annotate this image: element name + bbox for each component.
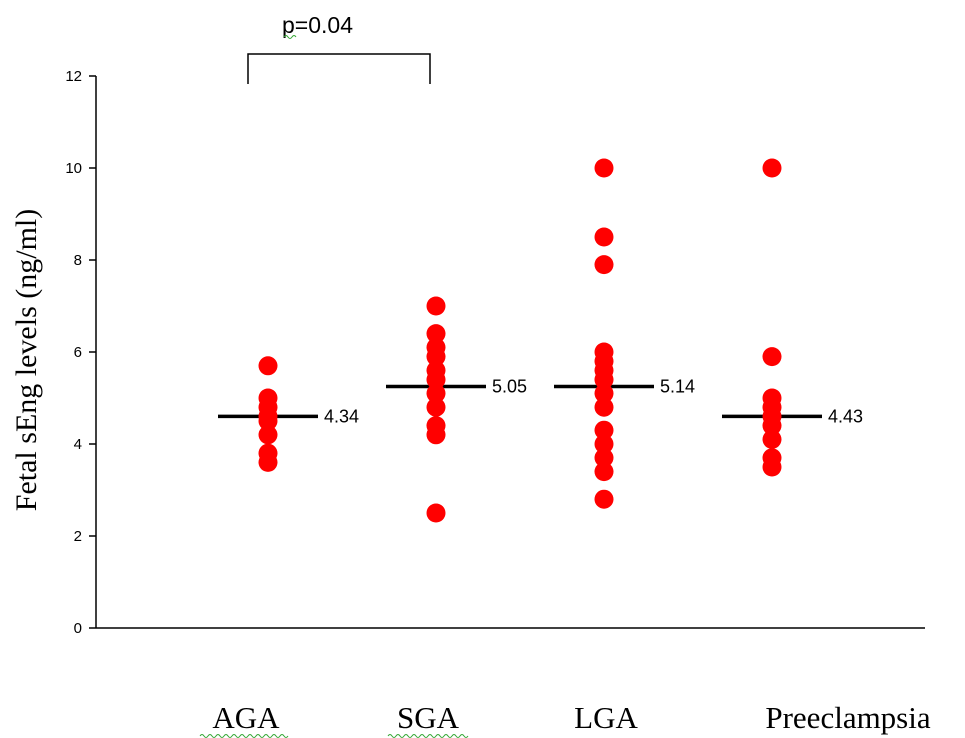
point-preeclampsia-8 [762,457,782,477]
y-tick-label-10: 10 [65,160,82,177]
mean-label-preeclampsia: 4.43 [828,406,863,426]
mean-label-lga: 5.14 [660,377,695,397]
category-label-aga: AGA [212,700,280,735]
sga-squiggle [387,734,469,738]
mean-label-aga: 4.34 [324,406,359,426]
point-sga-6 [426,383,446,403]
point-aga-0 [258,356,278,376]
category-label-lga: LGA [574,700,638,735]
point-sga-10 [426,503,446,523]
point-sga-7 [426,397,446,417]
mean-labels: 4.34 5.05 5.14 4.43 [324,377,863,427]
point-sga-1 [426,324,446,344]
data-points [258,158,782,523]
category-labels: AGA SGA LGA Preeclampsia [212,700,930,735]
mean-label-sga: 5.05 [492,377,527,397]
point-lga-2 [594,255,614,275]
point-aga-4 [258,411,278,431]
point-lga-12 [594,462,614,482]
y-ticks: 0 2 4 6 8 10 12 [65,68,96,637]
point-lga-9 [594,420,614,440]
y-tick-label-4: 4 [74,436,82,453]
point-lga-11 [594,448,614,468]
point-lga-0 [594,158,614,178]
point-lga-13 [594,489,614,509]
point-lga-8 [594,397,614,417]
y-tick-label-12: 12 [65,68,82,85]
axes [95,76,925,629]
point-preeclampsia-6 [762,429,782,449]
point-preeclampsia-1 [762,347,782,367]
bracket-line [247,53,431,84]
category-label-preeclampsia: Preeclampsia [765,700,931,735]
point-aga-7 [258,452,278,472]
point-preeclampsia-5 [762,416,782,436]
point-lga-10 [594,434,614,454]
point-lga-1 [594,227,614,247]
y-tick-label-0: 0 [74,620,82,637]
aga-squiggle [199,734,289,738]
spellcheck-underlines [199,734,469,738]
point-lga-6 [594,370,614,390]
point-aga-5 [258,425,278,445]
point-lga-7 [594,383,614,403]
point-sga-9 [426,425,446,445]
p-squiggle [283,35,297,39]
p-value-label: p=0.04 [282,12,353,38]
y-tick-label-2: 2 [74,528,82,545]
significance-bracket: p=0.04 [247,12,431,84]
point-sga-3 [426,347,446,367]
category-label-sga: SGA [397,700,460,735]
y-tick-label-8: 8 [74,252,82,269]
y-tick-label-6: 6 [74,344,82,361]
point-sga-5 [426,370,446,390]
y-axis-title: Fetal sEng levels (ng/ml) [10,209,43,511]
point-preeclampsia-0 [762,158,782,178]
point-sga-0 [426,296,446,316]
